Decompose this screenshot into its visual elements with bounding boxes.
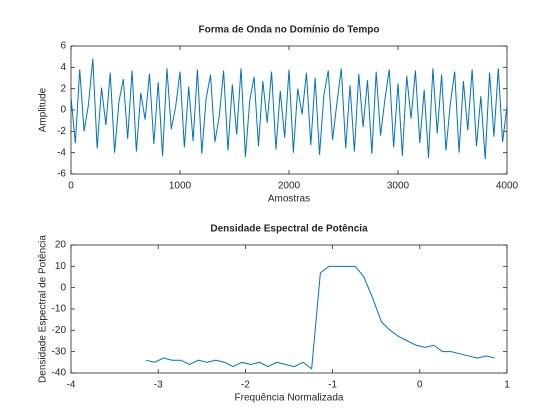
chart-title: Densidade Espectral de Potência	[210, 224, 368, 235]
x-tick-label: 4000	[496, 181, 519, 192]
y-tick-label: -40	[52, 368, 67, 379]
y-tick-label: -2	[57, 126, 66, 137]
x-tick-label: -1	[328, 380, 337, 391]
y-tick-label: -4	[57, 147, 66, 158]
y-tick-label: -30	[52, 346, 67, 357]
y-axis-label: Amplitude	[38, 87, 49, 132]
y-tick-label: -10	[52, 304, 67, 315]
y-tick-label: 20	[55, 240, 67, 251]
x-tick-label: 3000	[387, 181, 410, 192]
y-tick-label: 4	[60, 62, 66, 73]
x-tick-label: -2	[241, 380, 250, 391]
y-tick-label: 0	[60, 282, 66, 293]
y-tick-label: 6	[60, 41, 66, 52]
x-tick-label: 1000	[169, 181, 192, 192]
y-axis-label: Densidade Espectral de Potência	[38, 235, 49, 383]
y-tick-label: -6	[57, 169, 66, 180]
y-tick-label: 2	[60, 83, 66, 94]
axes-box	[70, 45, 508, 175]
data-line	[70, 58, 508, 160]
x-tick-label: 0	[68, 181, 74, 192]
x-tick-label: -3	[154, 380, 163, 391]
x-tick-label: 0	[417, 380, 423, 391]
x-tick-label: 1	[504, 380, 510, 391]
y-tick-label: -20	[52, 325, 67, 336]
x-axis-label: Amostras	[268, 194, 310, 205]
y-tick-label: 10	[55, 261, 67, 272]
data-line	[145, 265, 495, 370]
axes-box	[70, 244, 508, 374]
chart-title: Forma de Onda no Domínio do Tempo	[199, 25, 380, 36]
x-tick-label: -4	[67, 380, 76, 391]
y-tick-label: 0	[60, 105, 66, 116]
x-tick-label: 2000	[278, 181, 301, 192]
x-axis-label: Frequência Normalizada	[235, 393, 344, 404]
